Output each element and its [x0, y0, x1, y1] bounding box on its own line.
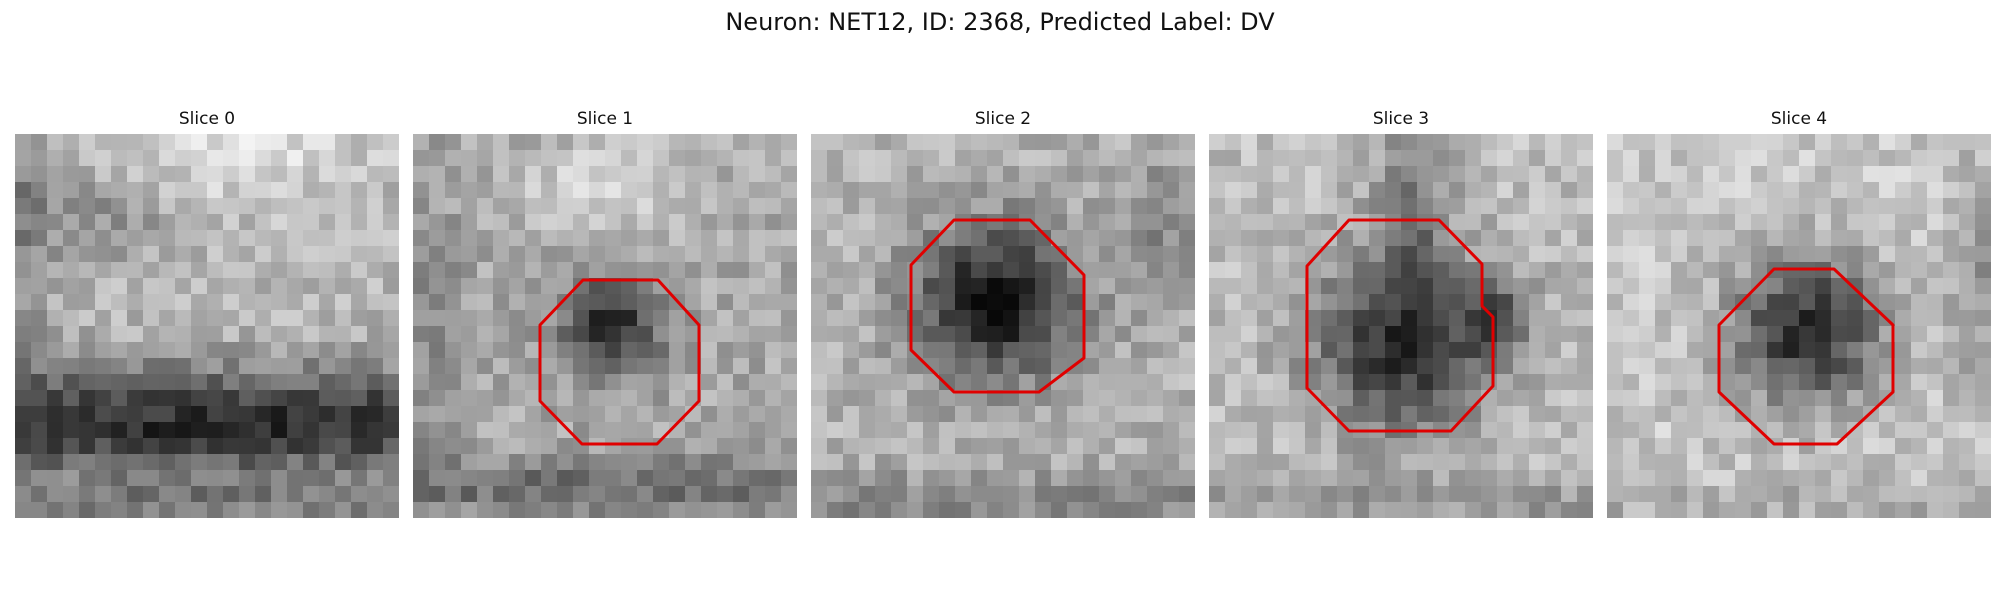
slice-title: Slice 0 [178, 109, 236, 129]
slice-image [811, 134, 1195, 518]
slice-image [413, 134, 797, 518]
slice-title: Slice 1 [576, 109, 634, 129]
figure-title: Neuron: NET12, ID: 2368, Predicted Label… [725, 8, 1275, 36]
roi-outline [538, 278, 701, 446]
slice-image [1607, 134, 1991, 518]
slice-title: Slice 4 [1770, 109, 1828, 129]
roi-outline [1717, 267, 1895, 446]
slice-title: Slice 2 [974, 109, 1032, 129]
roi-outline [909, 218, 1086, 394]
slice-title: Slice 3 [1372, 109, 1430, 129]
slice-image [15, 134, 399, 518]
slice-image [1209, 134, 1593, 518]
roi-outline [1305, 218, 1495, 433]
